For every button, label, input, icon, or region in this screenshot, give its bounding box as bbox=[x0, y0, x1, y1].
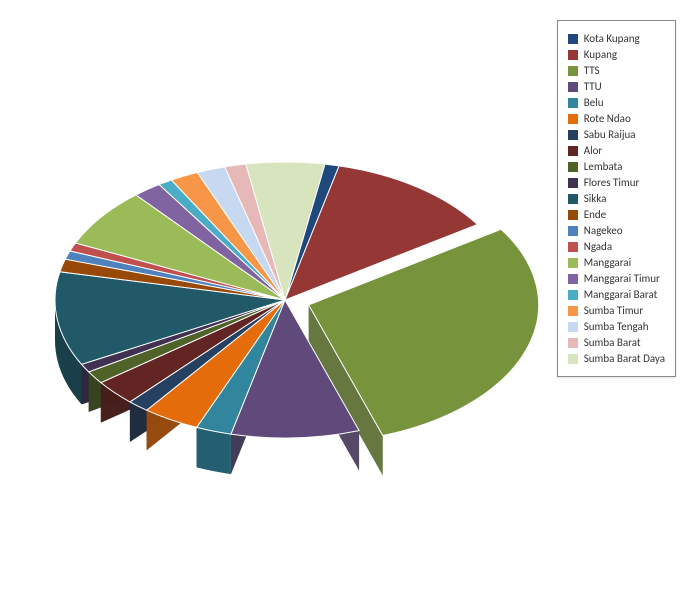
legend-swatch bbox=[568, 194, 578, 204]
legend-label: Sumba Timur bbox=[584, 304, 643, 317]
legend-swatch bbox=[568, 50, 578, 60]
legend-swatch bbox=[568, 274, 578, 284]
legend-item: TTU bbox=[568, 80, 665, 93]
legend-item: Manggarai Barat bbox=[568, 288, 665, 301]
legend-item: Ende bbox=[568, 208, 665, 221]
legend-item: Manggarai Timur bbox=[568, 272, 665, 285]
legend-item: Kota Kupang bbox=[568, 32, 665, 45]
legend-item: Flores Timur bbox=[568, 176, 665, 189]
legend-swatch bbox=[568, 130, 578, 140]
legend-item: Manggarai bbox=[568, 256, 665, 269]
legend-item: Rote Ndao bbox=[568, 112, 665, 125]
legend-item: Sumba Timur bbox=[568, 304, 665, 317]
legend-label: Sumba Barat bbox=[584, 336, 641, 349]
legend-item: Belu bbox=[568, 96, 665, 109]
legend-swatch bbox=[568, 98, 578, 108]
legend-label: Alor bbox=[584, 144, 603, 157]
legend-label: Sumba Barat Daya bbox=[584, 352, 665, 365]
legend-label: Manggarai bbox=[584, 256, 631, 269]
legend-item: Kupang bbox=[568, 48, 665, 61]
legend-item: Nagekeo bbox=[568, 224, 665, 237]
legend-item: Sumba Barat Daya bbox=[568, 352, 665, 365]
legend-swatch bbox=[568, 146, 578, 156]
legend-label: Sabu Raijua bbox=[584, 128, 636, 141]
legend-label: Lembata bbox=[584, 160, 623, 173]
legend-swatch bbox=[568, 34, 578, 44]
chart-container: Kota Kupang Kupang TTS TTU Belu Rote Ndao Sabu… bbox=[0, 0, 686, 591]
legend-label: Sikka bbox=[584, 192, 607, 205]
legend-label: Kota Kupang bbox=[584, 32, 640, 45]
legend-label: Nagekeo bbox=[584, 224, 623, 237]
legend-swatch bbox=[568, 338, 578, 348]
legend-item: Sumba Tengah bbox=[568, 320, 665, 333]
legend-label: Rote Ndao bbox=[584, 112, 631, 125]
legend-label: Flores Timur bbox=[584, 176, 640, 189]
legend-swatch bbox=[568, 290, 578, 300]
legend-swatch bbox=[568, 82, 578, 92]
legend-label: Kupang bbox=[584, 48, 617, 61]
legend-swatch bbox=[568, 242, 578, 252]
legend-box: Kota Kupang Kupang TTS TTU Belu Rote Ndao Sabu… bbox=[557, 20, 676, 377]
legend-label: Sumba Tengah bbox=[584, 320, 649, 333]
legend-item: Ngada bbox=[568, 240, 665, 253]
legend-label: Manggarai Timur bbox=[584, 272, 660, 285]
pie-chart-3d bbox=[15, 50, 555, 550]
legend-label: Ende bbox=[584, 208, 606, 221]
legend-item: Lembata bbox=[568, 160, 665, 173]
legend-swatch bbox=[568, 114, 578, 124]
legend-swatch bbox=[568, 210, 578, 220]
legend-swatch bbox=[568, 322, 578, 332]
legend-swatch bbox=[568, 162, 578, 172]
legend-swatch bbox=[568, 354, 578, 364]
legend-item: Sumba Barat bbox=[568, 336, 665, 349]
legend-item: Sabu Raijua bbox=[568, 128, 665, 141]
legend-swatch bbox=[568, 66, 578, 76]
legend-item: Alor bbox=[568, 144, 665, 157]
legend-label: Belu bbox=[584, 96, 604, 109]
legend-label: Ngada bbox=[584, 240, 612, 253]
legend-label: Manggarai Barat bbox=[584, 288, 658, 301]
legend-label: TTU bbox=[584, 80, 602, 93]
legend-item: TTS bbox=[568, 64, 665, 77]
legend-label: TTS bbox=[584, 64, 600, 77]
legend-swatch bbox=[568, 258, 578, 268]
legend-swatch bbox=[568, 178, 578, 188]
legend-swatch bbox=[568, 226, 578, 236]
legend-swatch bbox=[568, 306, 578, 316]
legend-item: Sikka bbox=[568, 192, 665, 205]
